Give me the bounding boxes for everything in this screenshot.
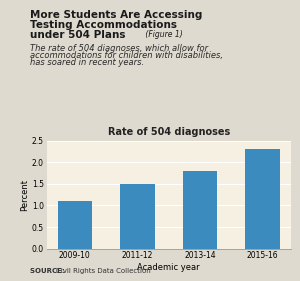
Text: under 504 Plans: under 504 Plans [30,30,125,40]
X-axis label: Academic year: Academic year [137,263,200,272]
Text: (Figure 1): (Figure 1) [143,30,183,38]
Text: Civil Rights Data Collection: Civil Rights Data Collection [56,268,151,274]
Bar [183,171,217,249]
Text: Testing Accommodations: Testing Accommodations [30,20,177,30]
Text: More Students Are Accessing: More Students Are Accessing [30,10,203,20]
Text: The rate of 504 diagnoses, which allow for: The rate of 504 diagnoses, which allow f… [30,44,208,53]
Text: has soared in recent years.: has soared in recent years. [30,58,144,67]
Text: accommodations for children with disabilities,: accommodations for children with disabil… [30,51,223,60]
Y-axis label: Percent: Percent [20,179,29,210]
Title: Rate of 504 diagnoses: Rate of 504 diagnoses [108,127,230,137]
Text: SOURCE:: SOURCE: [30,268,67,274]
Bar [58,201,92,249]
Bar [245,149,280,249]
Bar [120,184,155,249]
